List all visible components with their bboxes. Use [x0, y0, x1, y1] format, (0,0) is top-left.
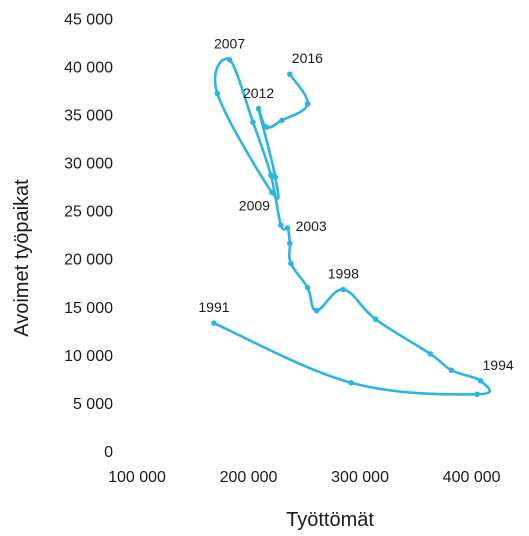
data-point-1997: [372, 316, 379, 323]
data-point-2010: [272, 174, 279, 180]
y-tick-label: 20 000: [64, 252, 113, 269]
x-tick-label: 400 000: [443, 469, 501, 486]
data-point-2008: [214, 90, 221, 97]
y-tick-label: 15 000: [64, 300, 113, 317]
data-point-1999: [313, 307, 320, 314]
y-tick-label: 10 000: [64, 348, 113, 365]
data-point-2002: [287, 240, 293, 247]
data-point-1995: [448, 367, 455, 374]
data-point-2015: [287, 71, 293, 77]
y-tick-label: 35 000: [64, 108, 113, 125]
data-point-2014: [304, 101, 311, 107]
year-label-1991: 1991: [198, 299, 229, 315]
year-label-2009: 2009: [239, 197, 270, 213]
year-label-1994: 1994: [483, 357, 514, 373]
y-tick-label: 0: [104, 444, 113, 461]
data-point-2003: [284, 225, 291, 231]
data-point-2001: [288, 260, 294, 267]
data-point-2000: [304, 284, 311, 291]
y-tick-label: 40 000: [64, 59, 113, 76]
data-point-1993: [474, 391, 480, 398]
y-axis-title: Avoimet työpaikat: [11, 179, 33, 337]
data-points: [211, 56, 484, 398]
y-tick-label: 5 000: [73, 396, 113, 413]
data-point-1996: [427, 351, 434, 357]
year-label-2003: 2003: [296, 218, 327, 234]
data-point-2009: [269, 189, 275, 196]
data-point-2004: [278, 222, 284, 228]
x-axis-title: Työttömät: [286, 509, 374, 531]
data-point-2006: [250, 119, 256, 126]
year-label-2016: 2016: [292, 50, 323, 66]
data-point-1991: [211, 320, 217, 326]
y-axis-ticks: 0 5 000 10 000 15 000 20 000 25 000 30 000 35 0…: [64, 11, 113, 461]
data-point-2012: [263, 124, 270, 130]
y-tick-label: 45 000: [64, 11, 113, 28]
data-point-2007: [226, 56, 233, 63]
x-tick-label: 300 000: [331, 469, 389, 486]
x-tick-label: 200 000: [220, 469, 278, 486]
year-label-2012: 2012: [243, 85, 274, 101]
y-tick-label: 30 000: [64, 156, 113, 173]
y-tick-label: 25 000: [64, 204, 113, 221]
x-axis-ticks: 100 000 200 000 300 000 400 000: [108, 469, 501, 486]
year-label-2007: 2007: [214, 36, 245, 52]
data-point-1992: [348, 379, 354, 386]
data-point-2013: [279, 117, 285, 124]
data-point-2011: [255, 105, 262, 112]
data-point-1998: [340, 286, 347, 293]
x-tick-label: 100 000: [108, 469, 166, 486]
series-line: [212, 57, 491, 396]
data-point-2005: [268, 172, 274, 178]
year-label-1998: 1998: [328, 265, 359, 281]
data-point-1994: [477, 378, 484, 384]
year-annotations: 1991 1994 1998 2003 2007 2009 2012 2016: [198, 36, 514, 373]
